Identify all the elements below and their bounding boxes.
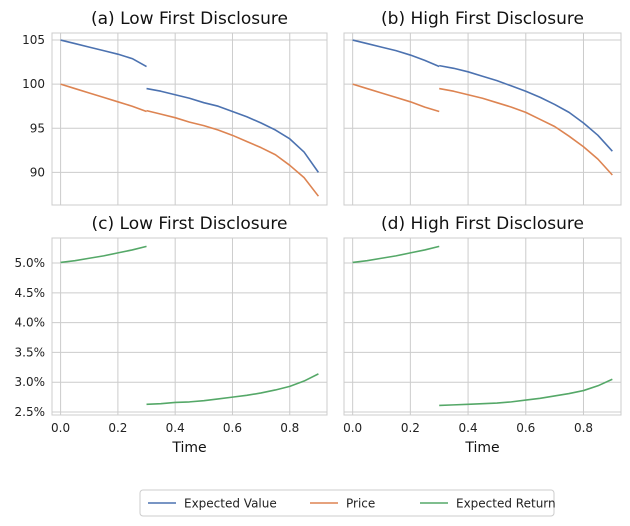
x-tick-label: 0.0 — [343, 421, 362, 435]
x-tick-label: 0.4 — [459, 421, 478, 435]
x-tick-label: 0.6 — [516, 421, 535, 435]
series-line-expected-return-segment-1 — [60, 245, 147, 264]
plot-area — [52, 238, 327, 415]
series-line-expected-value-segment-2 — [439, 64, 613, 152]
y-tick-label: 100 — [22, 77, 45, 91]
axes-frame — [343, 237, 622, 416]
series-line-expected-value-segment-1 — [60, 39, 147, 68]
y-tick-label: 2.5% — [15, 405, 46, 419]
legend-label: Expected Value — [184, 497, 277, 511]
legend-frame — [139, 489, 555, 517]
series-line-price-segment-2 — [439, 87, 613, 176]
axes-frame — [343, 32, 622, 206]
x-tick-label: 0.6 — [223, 421, 242, 435]
x-axis-label: Time — [464, 440, 499, 456]
plot-area — [344, 238, 621, 415]
panel-title: (d) High First Disclosure — [381, 214, 584, 234]
legend-item-expected-return: Expected Return — [420, 497, 556, 511]
panel-a: 90 95 100 105 (a) Low First Disclosure — [22, 9, 328, 206]
y-tick-label: 4.5% — [15, 286, 46, 300]
panel-b: (b) High First Disclosure — [343, 9, 622, 206]
y-tick-label: 95 — [30, 121, 45, 135]
y-tick-label: 90 — [30, 165, 45, 179]
x-tick-label: 0.2 — [401, 421, 420, 435]
y-tick-label: 4.0% — [15, 316, 46, 330]
y-tick-label: 5.0% — [15, 256, 46, 270]
legend-item-price: Price — [310, 497, 375, 511]
legend-label: Expected Return — [456, 497, 556, 511]
x-tick-label: 0.0 — [51, 421, 70, 435]
y-tick-label: 105 — [22, 33, 45, 47]
plot-area — [344, 33, 621, 205]
panel-title: (a) Low First Disclosure — [91, 9, 288, 29]
series-line-price-segment-1 — [60, 83, 147, 113]
series-line-expected-value-segment-2 — [146, 87, 320, 173]
panel-c: 0.0 0.2 0.4 0.6 0.8 2.5% 3.0% 3.5% 4.0% 4.5% 5.0% (… — [15, 214, 328, 456]
legend-label: Price — [346, 497, 375, 511]
panel-title: (c) Low First Disclosure — [92, 214, 288, 234]
legend-item-expected-value: Expected Value — [148, 497, 277, 511]
x-tick-label: 0.2 — [108, 421, 127, 435]
series-line-expected-value-segment-1 — [352, 39, 440, 68]
axes-frame — [51, 32, 328, 206]
series-line-price-segment-2 — [146, 109, 320, 197]
legend: Expected Value Price Expected Return — [139, 489, 556, 517]
plot-area — [52, 33, 327, 205]
y-tick-label: 3.5% — [15, 345, 46, 359]
x-axis-label: Time — [171, 440, 206, 456]
y-tick-label: 3.0% — [15, 375, 46, 389]
x-tick-label: 0.8 — [574, 421, 593, 435]
x-tick-label: 0.4 — [166, 421, 185, 435]
series-line-expected-return-segment-1 — [352, 245, 440, 264]
series-line-expected-return-segment-2 — [439, 378, 613, 407]
series-line-price-segment-1 — [352, 83, 440, 113]
panel-d: 0.0 0.2 0.4 0.6 0.8 (d) High First Disclosure… — [343, 214, 622, 456]
x-tick-label: 0.8 — [280, 421, 299, 435]
axes-frame — [51, 237, 328, 416]
panel-title: (b) High First Disclosure — [381, 9, 584, 29]
series-line-expected-return-segment-2 — [146, 373, 319, 406]
